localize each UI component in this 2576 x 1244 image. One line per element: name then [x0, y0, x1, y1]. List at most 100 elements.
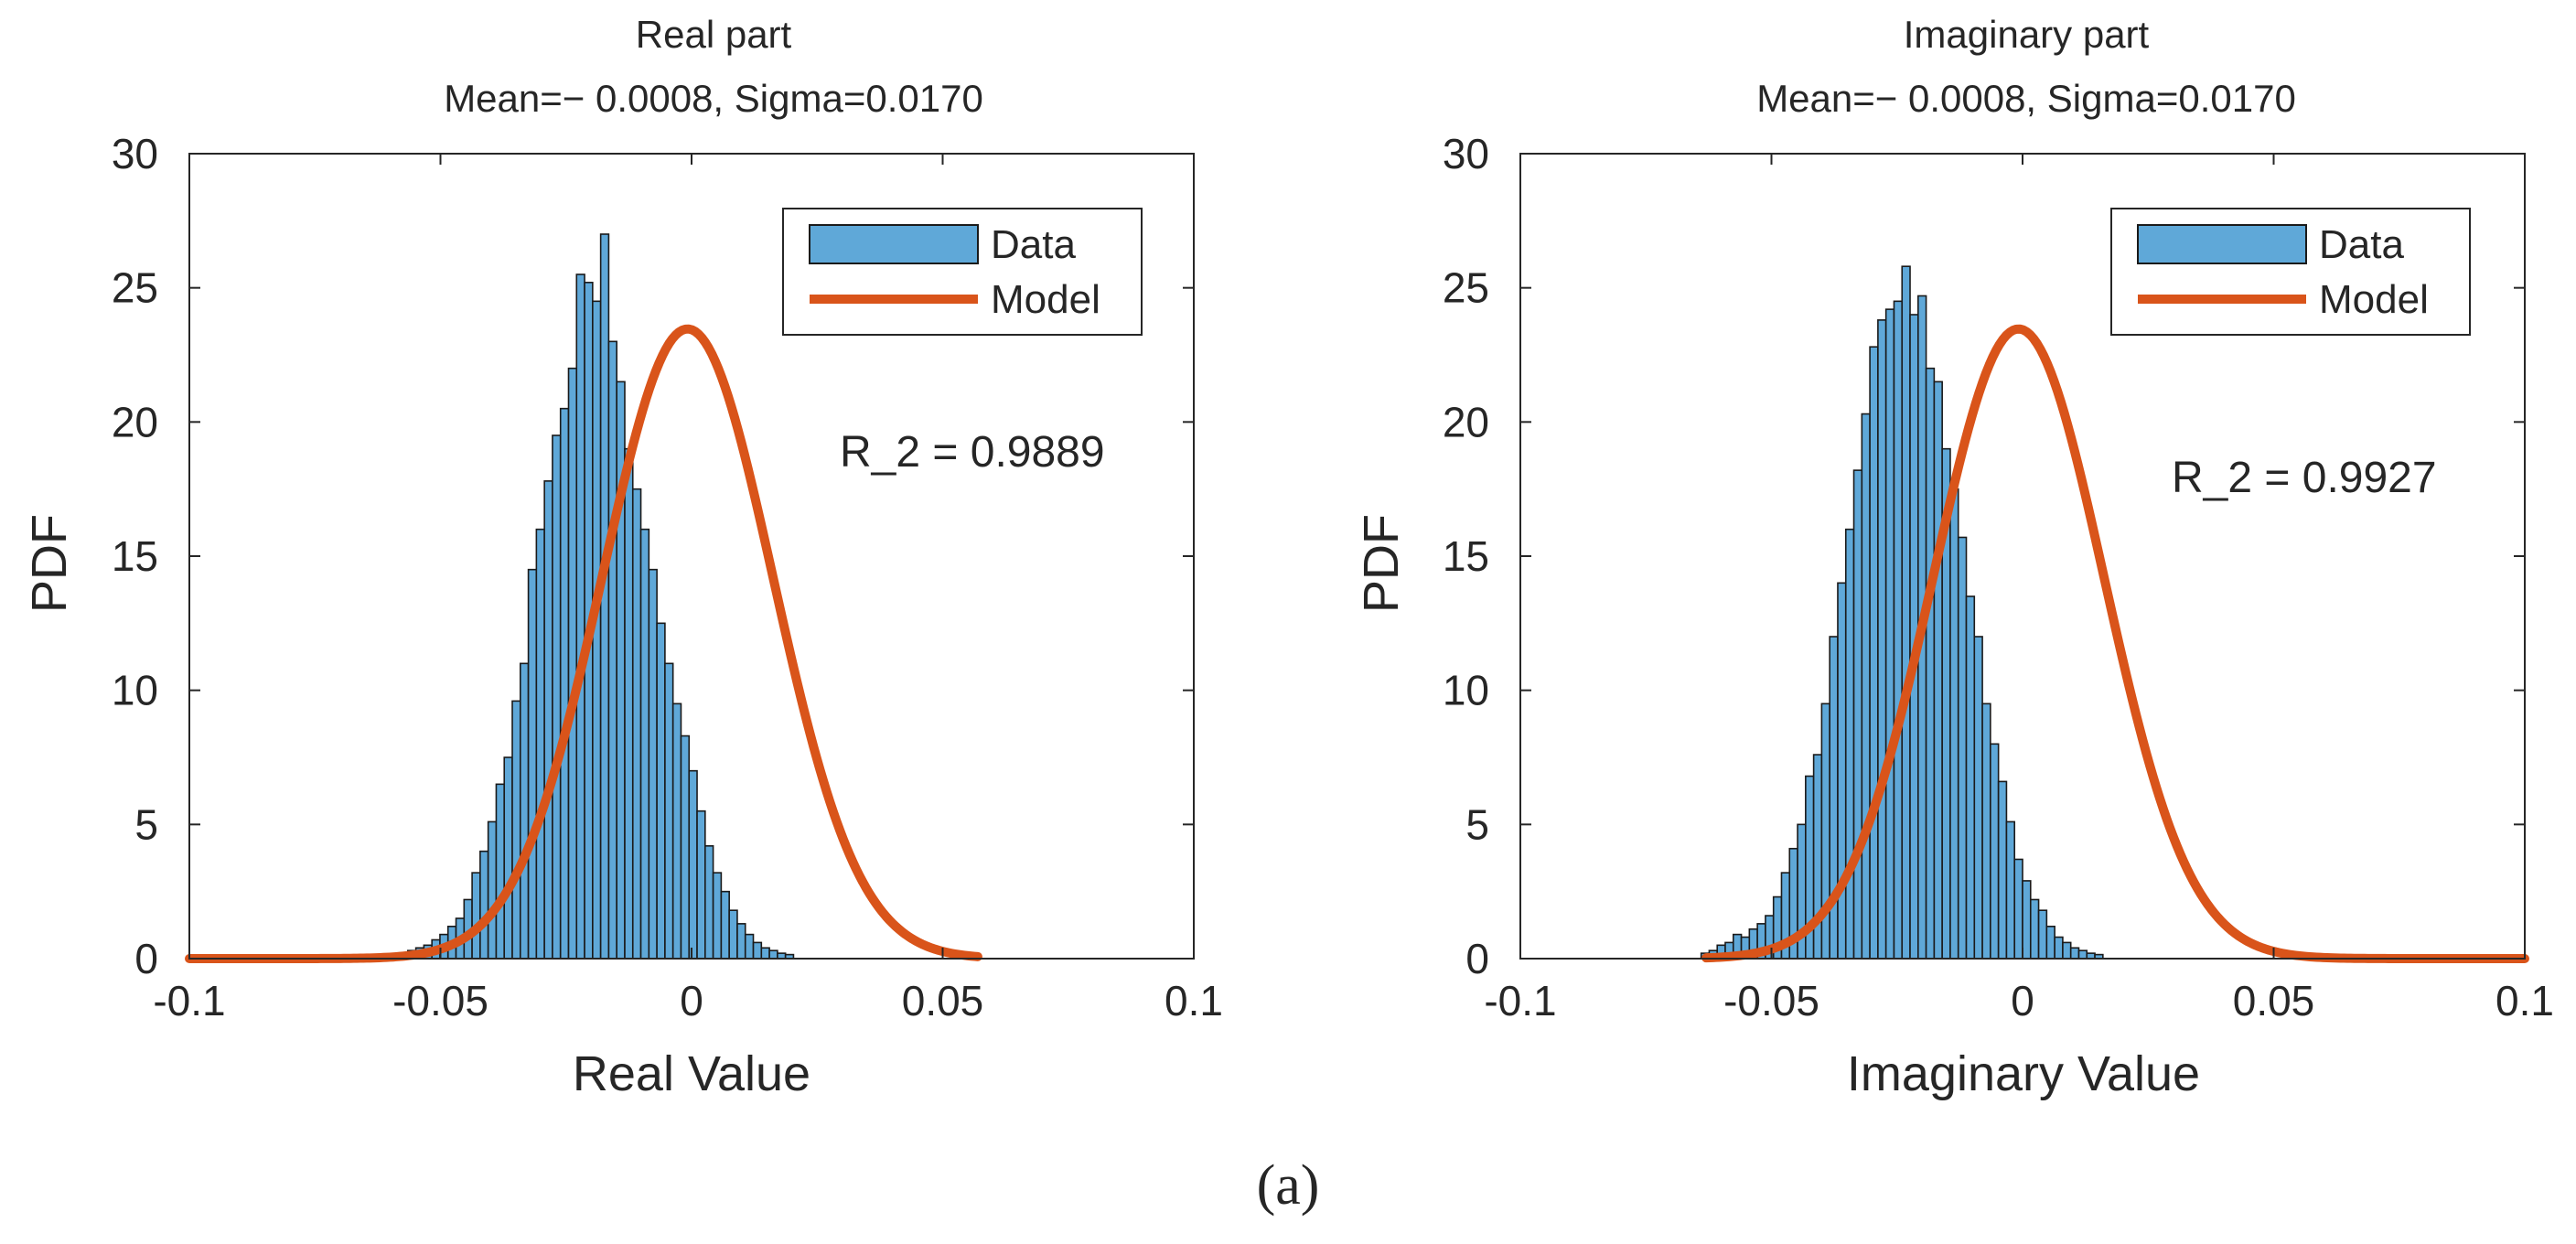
x-tick-label: -0.05	[392, 977, 488, 1024]
x-axis-label: Imaginary Value	[1847, 1046, 2200, 1101]
histogram-bar	[1933, 381, 1943, 960]
histogram-bar	[487, 820, 498, 960]
histogram-bar	[1844, 528, 1855, 960]
histogram-bar	[575, 273, 585, 960]
histogram-bar	[2077, 949, 2088, 960]
x-tick-label: -0.1	[153, 977, 225, 1024]
x-tick-label: 0.1	[2496, 977, 2554, 1024]
histogram-bar	[648, 568, 658, 960]
chart-subtitle: Mean=− 0.0008, Sigma=0.0170	[1756, 77, 2296, 120]
y-tick-label: 30	[112, 130, 158, 177]
histogram-bar	[1869, 346, 1879, 960]
histogram-bar	[680, 735, 691, 960]
histogram-bar	[1829, 636, 1839, 960]
histogram-bar	[567, 367, 578, 960]
histogram-bar	[2062, 941, 2072, 960]
histogram-bar	[1949, 488, 1959, 960]
plot-area: -0.1 -0.05 0 0.05 0.1 0 5 10 15 20 25 30	[112, 130, 1223, 1024]
histogram-bar	[511, 700, 521, 960]
histogram-bar	[631, 488, 642, 960]
y-axis-label: PDF	[1354, 514, 1409, 613]
histogram-bar	[1837, 582, 1847, 960]
histogram-bar	[1965, 595, 1976, 960]
histogram-bar	[1997, 780, 2008, 960]
histogram-bar	[607, 340, 617, 960]
x-tick-label: 0.05	[902, 977, 984, 1024]
y-tick-label: 5	[134, 800, 158, 848]
y-tick-label: 0	[1465, 935, 1489, 982]
histogram-bar	[2054, 936, 2064, 960]
histogram-bar	[471, 872, 481, 960]
x-tick-label: -0.1	[1484, 977, 1556, 1024]
y-tick-label: 0	[134, 935, 158, 982]
histogram-bar	[2013, 858, 2023, 960]
y-tick-label: 20	[112, 398, 158, 445]
histogram-bar	[552, 434, 562, 960]
y-tick-label: 25	[1443, 264, 1489, 312]
histogram-bar	[728, 909, 738, 960]
histogram-bar	[527, 568, 538, 960]
histogram-bar	[479, 850, 489, 960]
x-tick-label: 0.05	[2233, 977, 2315, 1024]
histogram-bar	[664, 662, 674, 960]
x-tick-label: -0.05	[1723, 977, 1819, 1024]
y-tick-label: 15	[1443, 532, 1489, 580]
y-axis-label: PDF	[22, 514, 77, 613]
histogram-bar	[519, 662, 530, 960]
histogram-bar	[760, 947, 770, 960]
x-ticks: -0.1 -0.05 0 0.05 0.1	[1484, 154, 2554, 1024]
chart-subtitle: Mean=− 0.0008, Sigma=0.0170	[444, 77, 983, 120]
x-axis-label: Real Value	[573, 1046, 810, 1101]
histogram-bar	[1861, 413, 1871, 960]
histogram-bar	[1884, 308, 1895, 960]
y-tick-label: 20	[1443, 398, 1489, 445]
histogram-bar	[1852, 469, 1863, 960]
x-tick-label: 0.1	[1165, 977, 1223, 1024]
histogram-bar	[639, 528, 650, 960]
chart-real-part: Real part Mean=− 0.0008, Sigma=0.0170 PD…	[22, 13, 1223, 1101]
histogram-bar	[704, 844, 714, 960]
x-ticks: -0.1 -0.05 0 0.05 0.1	[153, 154, 1223, 1024]
histogram-bar	[503, 756, 513, 960]
histogram-bar	[1981, 702, 1991, 960]
chart-imaginary-part: Imaginary part Mean=− 0.0008, Sigma=0.01…	[1354, 13, 2554, 1101]
histogram-bar	[1820, 702, 1830, 960]
histogram-bar	[2045, 925, 2055, 960]
histogram-bar	[2022, 880, 2032, 960]
legend-swatch-data	[2137, 224, 2307, 264]
histogram-bar	[624, 447, 634, 960]
legend-label-data: Data	[991, 222, 1076, 267]
figure-label: (a)	[1257, 1154, 1320, 1217]
legend-swatch-data	[809, 224, 979, 264]
plot-area: -0.1 -0.05 0 0.05 0.1 0 5 10 15 20 25 30	[1443, 130, 2554, 1024]
y-ticks: 0 5 10 15 20 25 30	[1443, 130, 2525, 982]
histogram-bar	[736, 923, 746, 960]
histogram-bars	[1700, 265, 2104, 960]
legend: Data Model	[2110, 208, 2471, 336]
histogram-bar	[752, 941, 763, 960]
chart-title: Real part	[636, 13, 792, 56]
x-tick-label: 0	[680, 977, 703, 1024]
r-squared-annotation: R_2 = 0.9889	[840, 428, 1105, 477]
histogram-bar	[495, 783, 506, 960]
histogram-bar	[720, 890, 730, 960]
histogram-bar	[696, 810, 706, 960]
r-squared-annotation: R_2 = 0.9927	[2172, 454, 2437, 502]
histogram-bar	[1877, 319, 1887, 960]
y-tick-label: 10	[1443, 667, 1489, 714]
histogram-bar	[1973, 636, 1983, 960]
histogram-bar	[2069, 947, 2080, 960]
histogram-bar	[768, 949, 778, 960]
histogram-bar	[1925, 367, 1936, 960]
histogram-bar	[2005, 820, 2016, 960]
legend-label-model: Model	[2319, 277, 2429, 322]
legend: Data Model	[782, 208, 1143, 336]
histogram-bar	[671, 702, 682, 960]
y-tick-label: 15	[112, 532, 158, 580]
histogram-bar	[535, 528, 545, 960]
histogram-bar	[2029, 898, 2040, 960]
histogram-bar	[1893, 300, 1904, 960]
histogram-bar	[2037, 909, 2048, 960]
chart-title: Imaginary part	[1904, 13, 2150, 56]
